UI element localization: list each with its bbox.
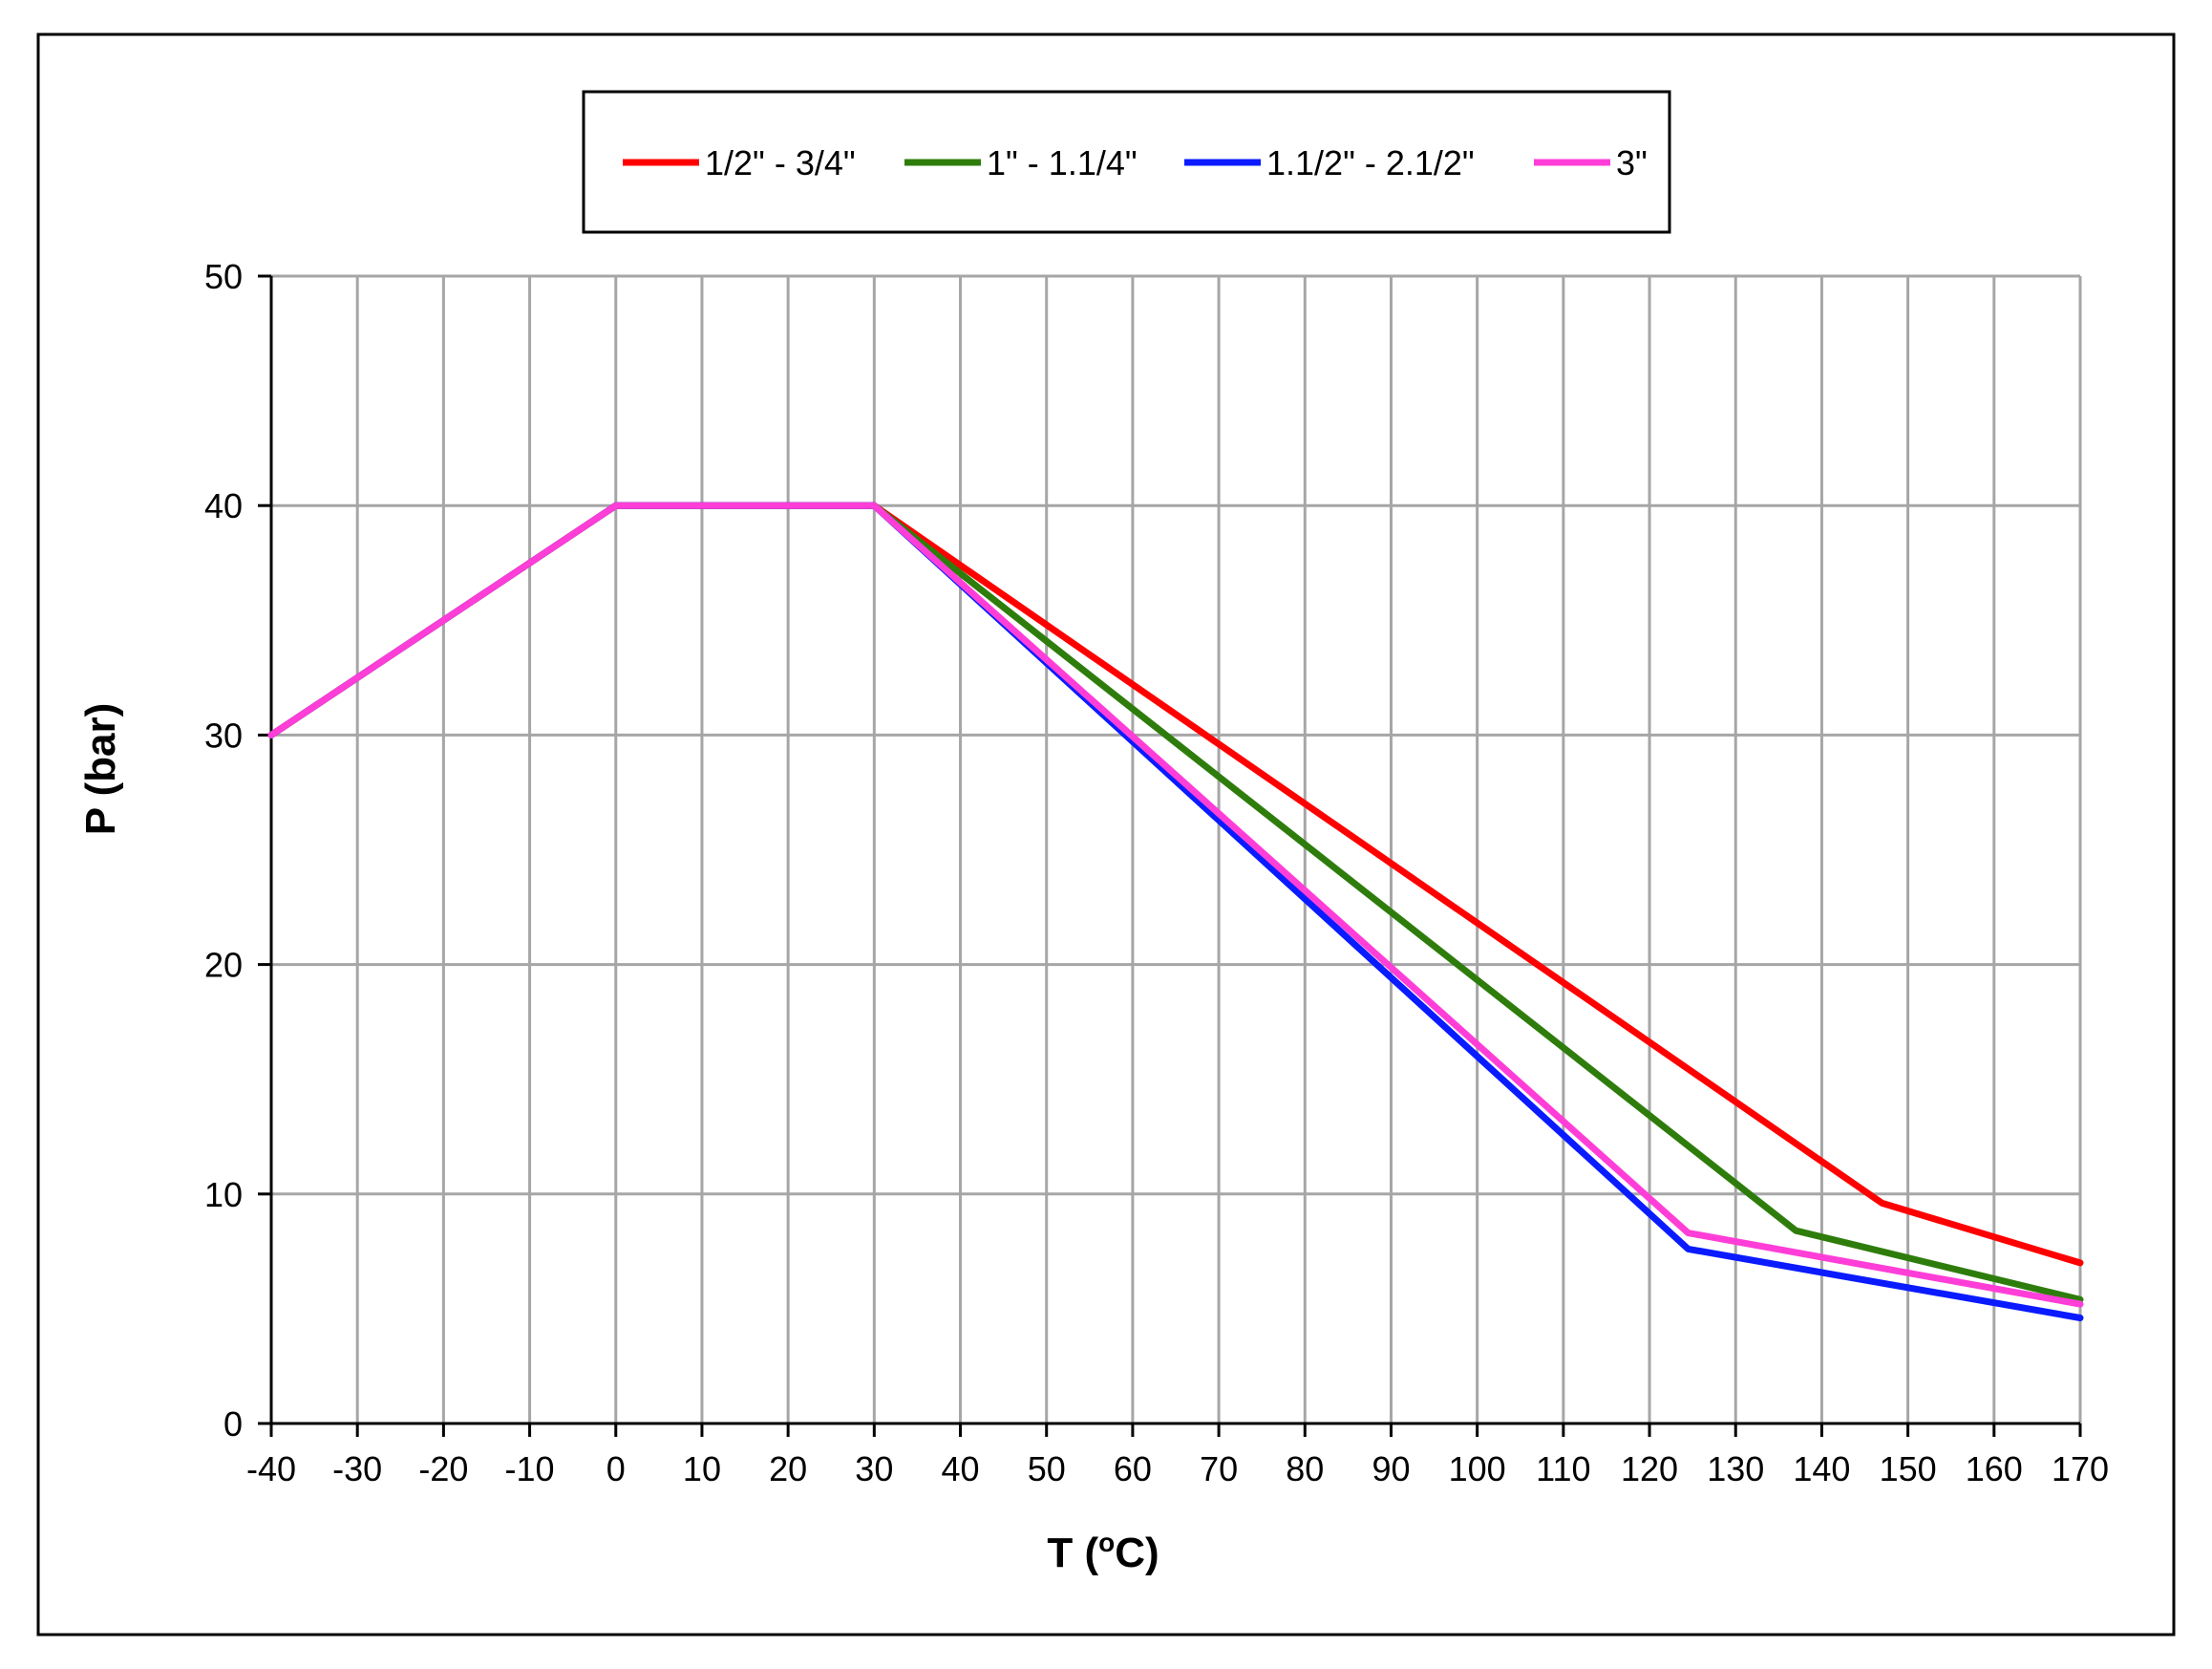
x-axis-title: T (oC) [1047,1528,1159,1576]
legend-label-2: 1" - 1.1/4" [987,143,1138,182]
x-tick-label: 0 [606,1449,626,1488]
x-tick-label: 170 [2052,1449,2109,1488]
x-tick-label: 90 [1372,1449,1410,1488]
x-tick-label: 40 [942,1449,980,1488]
axes [258,274,2082,1437]
x-tick-label: 100 [1449,1449,1506,1488]
x-tick-label: 130 [1707,1449,1764,1488]
y-tick-label: 50 [204,257,243,296]
y-axis-title: P (bar) [77,703,124,836]
x-tick-label: 70 [1200,1449,1238,1488]
y-tick-label: 30 [204,716,243,755]
x-tick-label: 80 [1286,1449,1324,1488]
chart-frame [36,32,2176,1637]
y-tick-label: 10 [204,1175,243,1214]
legend-label-1: 1/2" - 3/4" [705,143,856,182]
x-tick-label: 160 [1966,1449,2023,1488]
x-tick-label: 140 [1793,1449,1850,1488]
x-tick-label: 50 [1028,1449,1066,1488]
x-tick-label: 20 [769,1449,807,1488]
x-tick-label: 30 [855,1449,893,1488]
series-lines [267,502,2084,1321]
grid [271,274,2082,1423]
series-line-4 [267,502,2084,1308]
x-tick-label: 110 [1536,1449,1590,1488]
x-tick-label: 60 [1114,1449,1152,1488]
x-tick-label: 10 [683,1449,721,1488]
legend: 1/2" - 3/4" 1" - 1.1/4" 1.1/2" - 2.1/2" 3" [582,90,1671,234]
x-tick-label: -10 [505,1449,555,1488]
y-tick-label: 0 [223,1404,243,1444]
y-tick-label: 40 [204,486,243,525]
x-tick-label: -20 [418,1449,468,1488]
y-tick-label: 20 [204,946,243,985]
legend-label-3: 1.1/2" - 2.1/2" [1266,143,1475,182]
x-tick-label: 120 [1621,1449,1678,1488]
x-tick-label: -40 [246,1449,296,1488]
tick-labels: -40 -30 -20 -10 0 10 20 30 40 50 60 70 80 90 100 110 120… [204,257,2109,1488]
legend-label-4: 3" [1616,143,1648,182]
legend-box [582,90,1671,234]
x-tick-label: 150 [1880,1449,1937,1488]
x-tick-label: -30 [332,1449,382,1488]
